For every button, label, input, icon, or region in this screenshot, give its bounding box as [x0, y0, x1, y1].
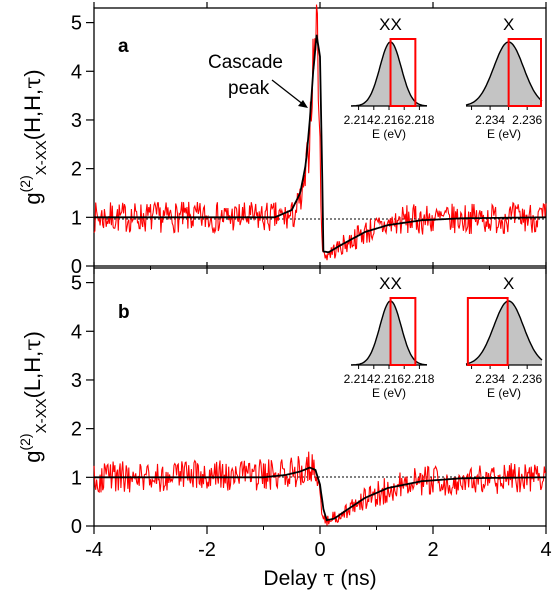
inset-tick-label: 2.234: [475, 372, 505, 386]
y-tick-label: 3: [71, 110, 82, 132]
panel-b-xticks: -4 -2 0 2 4: [85, 262, 552, 561]
panel-a-annotation-line2: peak: [228, 78, 270, 99]
inset-tick-label: 2.236: [512, 113, 542, 127]
y-tick-label: 0: [71, 256, 82, 278]
x-tick-label: 4: [540, 539, 551, 561]
inset-peak-curve: [465, 300, 543, 365]
x-tick-label: -2: [198, 539, 216, 561]
y-tick-label: 3: [71, 370, 82, 392]
x-axis-label: Delay τ (ns): [263, 566, 376, 590]
annotation-arrow: [271, 79, 305, 106]
inset-label: X: [503, 15, 514, 34]
x-tick-label: 2: [427, 539, 438, 561]
inset-tick-label: 2.234: [475, 113, 505, 127]
inset-filter-window: [507, 38, 542, 107]
y-tick-label: 1: [71, 467, 82, 489]
panel-a-annotation-line1: Cascade: [208, 52, 283, 73]
panel-a-ylabel: g(2)X-XX(H,H,τ): [17, 69, 50, 204]
panel-a-label: a: [118, 36, 129, 57]
inset-filter-window: [389, 297, 417, 366]
inset-filter-window: [389, 38, 417, 107]
y-tick-label: 1: [71, 207, 82, 229]
inset-label: XX: [379, 15, 402, 34]
inset-xlabel: E (eV): [487, 127, 521, 141]
inset-tick-label: 2.236: [512, 372, 542, 386]
y-tick-label: 4: [71, 321, 82, 343]
inset-peak-curve: [351, 300, 428, 366]
panel-a-yticks: 0 1 2 3 4 5: [71, 13, 94, 278]
panel-b-ylabel: g(2)X-XX(L,H,τ): [17, 331, 50, 463]
inset-peak-curve: [465, 41, 543, 106]
y-tick-label: 2: [71, 419, 82, 441]
inset-peak-fill: [466, 42, 542, 106]
inset-tick-label: 2.218: [404, 113, 434, 127]
y-tick-label: 2: [71, 159, 82, 181]
inset-label: X: [503, 274, 514, 293]
y-tick-label: 4: [71, 61, 82, 83]
panel-b-yticks: 0 1 2 3 4 5: [71, 273, 94, 538]
panel-b-label: b: [118, 302, 130, 323]
annotation-arrowhead: [298, 100, 308, 108]
inset-peak-fill: [466, 301, 542, 365]
inset-tick-label: 2.218: [404, 372, 434, 386]
inset-xlabel: E (eV): [487, 386, 521, 400]
inset-tick-label: 2.216: [374, 372, 404, 386]
inset-filter-window: [466, 297, 509, 366]
x-tick-label: -4: [85, 539, 103, 561]
inset-tick-label: 2.214: [344, 372, 374, 386]
panel-a-fit-curve: [94, 34, 546, 254]
inset-xlabel: E (eV): [372, 127, 406, 141]
inset-xlabel: E (eV): [372, 386, 406, 400]
panel-b-fit-curve: [94, 466, 546, 522]
y-tick-label: 5: [71, 13, 82, 35]
inset-tick-label: 2.214: [344, 113, 374, 127]
inset-tick-label: 2.216: [374, 113, 404, 127]
inset-peak-curve: [351, 41, 428, 107]
panel-a-data-series: [93, 4, 547, 261]
y-tick-label: 5: [71, 273, 82, 295]
inset-label: XX: [379, 274, 402, 293]
y-tick-label: 0: [71, 516, 82, 538]
x-tick-label: 0: [314, 539, 325, 561]
